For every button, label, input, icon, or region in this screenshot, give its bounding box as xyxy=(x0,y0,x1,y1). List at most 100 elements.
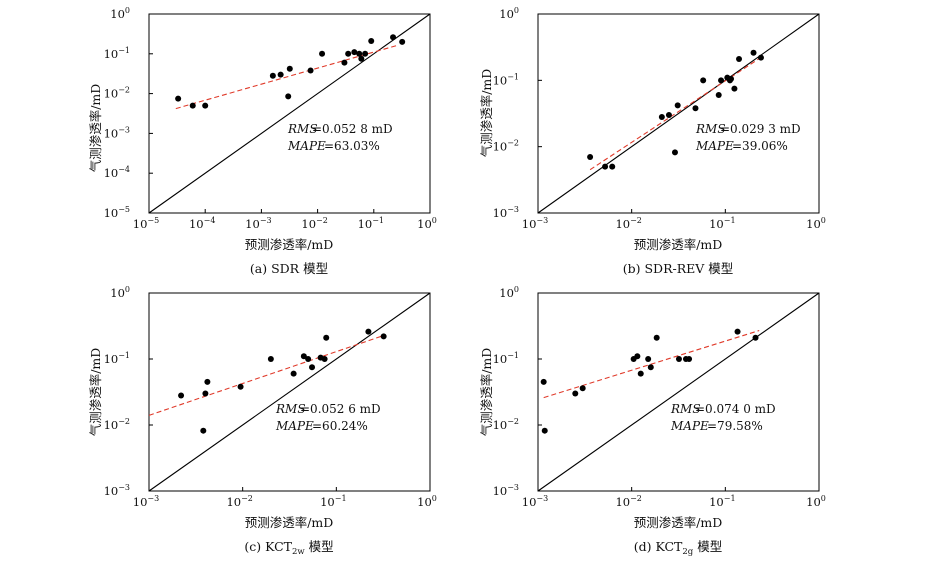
chart-a-rms-label: RMS xyxy=(287,122,318,136)
data-point xyxy=(300,353,307,360)
plot-frame xyxy=(537,292,820,492)
data-point xyxy=(665,112,672,119)
x-tick-label: 10−3 xyxy=(522,216,548,231)
data-point xyxy=(686,356,693,362)
data-point xyxy=(368,37,375,44)
data-point xyxy=(609,163,616,170)
data-point xyxy=(323,334,330,341)
x-tick-label: 100 xyxy=(806,494,826,509)
y-tick-label: 10−1 xyxy=(104,351,130,366)
x-tick-label: 10−3 xyxy=(245,216,271,231)
data-point xyxy=(645,356,652,362)
chart-a-plot: 10−5 10−4 10−3 10−2 10−1 100 10−5 10−4 10−3 10−2 1… xyxy=(104,6,437,231)
chart-b-mape-value: =39.06% xyxy=(732,139,788,153)
chart-c-rms-value: =0.052 6 mD xyxy=(300,402,381,416)
chart-d-mape-label: MAPE xyxy=(670,419,709,433)
fit-line xyxy=(589,55,763,171)
chart-a-rms-value: =0.052 8 mD xyxy=(312,122,393,136)
data-point xyxy=(671,149,678,156)
chart-d-ylabel: 气测渗透率/mD xyxy=(479,348,494,437)
plot-frame xyxy=(148,13,431,214)
x-tick-label: 10−1 xyxy=(709,216,735,231)
y-tick-label: 10−2 xyxy=(104,86,130,101)
data-point xyxy=(345,50,352,57)
data-point xyxy=(358,55,365,62)
y-tick-label: 10−2 xyxy=(104,417,130,432)
chart-c-mape-value: =60.24% xyxy=(312,419,368,433)
data-point xyxy=(390,34,397,41)
data-point xyxy=(309,364,316,371)
data-point xyxy=(305,356,312,362)
fit-line xyxy=(543,330,760,399)
x-tick-label: 100 xyxy=(417,216,437,231)
plot-frame xyxy=(148,292,431,492)
data-point xyxy=(750,49,757,56)
fit-line xyxy=(148,335,382,416)
caption-a: (a) SDR 模型 xyxy=(250,261,328,276)
identity-line xyxy=(537,13,820,214)
x-tick-label: 10−2 xyxy=(226,494,252,509)
data-point xyxy=(204,378,211,385)
chart-d-xlabel: 预测渗透率/mD xyxy=(634,515,723,530)
data-point xyxy=(752,334,759,341)
chart-a-xlabel: 预测渗透率/mD xyxy=(245,237,334,252)
data-point xyxy=(202,390,209,397)
chart-b-ylabel: 气测渗透率/mD xyxy=(479,69,494,158)
identity-line xyxy=(148,292,431,492)
identity-line xyxy=(148,13,431,214)
plot-frame xyxy=(537,13,820,214)
x-tick-label: 100 xyxy=(417,494,437,509)
data-point xyxy=(365,328,372,335)
y-tick-label: 10−2 xyxy=(493,417,519,432)
data-point xyxy=(277,71,284,78)
y-tick-label: 100 xyxy=(499,6,519,21)
x-tick-label: 10−1 xyxy=(709,494,735,509)
data-point xyxy=(637,370,644,377)
chart-c-mape-label: MAPE xyxy=(275,419,314,433)
chart-d-rms-value: =0.074 0 mD xyxy=(695,402,776,416)
chart-c-rms-label: RMS xyxy=(275,402,306,416)
data-point xyxy=(728,75,735,82)
chart-c-xlabel: 预测渗透率/mD xyxy=(245,515,334,530)
data-point xyxy=(602,163,609,170)
data-point xyxy=(579,385,586,392)
y-tick-label: 10−4 xyxy=(104,165,130,180)
data-point xyxy=(237,383,244,390)
caption-c: (c) KCT2w 模型 xyxy=(244,539,333,557)
data-point xyxy=(178,392,185,399)
data-point xyxy=(189,102,196,109)
data-point xyxy=(731,85,738,92)
data-point xyxy=(674,102,681,109)
y-tick-label: 100 xyxy=(110,285,130,300)
y-tick-label: 10−1 xyxy=(493,72,519,87)
y-tick-label: 10−5 xyxy=(104,205,130,220)
data-point xyxy=(634,353,641,360)
data-point xyxy=(718,77,725,84)
data-point xyxy=(290,370,297,377)
x-tick-label: 10−2 xyxy=(301,216,327,231)
chart-a-mape-label: MAPE xyxy=(287,139,326,153)
x-tick-label: 10−4 xyxy=(189,216,215,231)
data-point xyxy=(647,364,654,371)
y-tick-label: 100 xyxy=(110,6,130,21)
data-point xyxy=(269,72,276,79)
y-tick-label: 100 xyxy=(499,285,519,300)
identity-line xyxy=(537,292,820,492)
chart-d-mape-value: =79.58% xyxy=(707,419,763,433)
data-point xyxy=(715,92,722,99)
x-tick-label: 10−2 xyxy=(615,216,641,231)
data-point xyxy=(286,65,293,72)
panel-a: 10−5 10−4 10−3 10−2 10−1 100 10−5 10−4 10−3 10−2 1… xyxy=(88,6,437,276)
x-tick-label: 10−1 xyxy=(320,494,346,509)
data-point xyxy=(587,153,594,160)
x-tick-label: 10−3 xyxy=(133,494,159,509)
chart-a-mape-value: =63.03% xyxy=(324,139,380,153)
chart-a-ylabel: 气测渗透率/mD xyxy=(88,84,103,173)
data-point xyxy=(200,427,207,434)
data-point xyxy=(757,54,764,61)
chart-d-plot: 10−3 10−2 10−1 100 10−3 10−2 10−1 100 xyxy=(493,285,826,509)
x-tick-label: 100 xyxy=(806,216,826,231)
